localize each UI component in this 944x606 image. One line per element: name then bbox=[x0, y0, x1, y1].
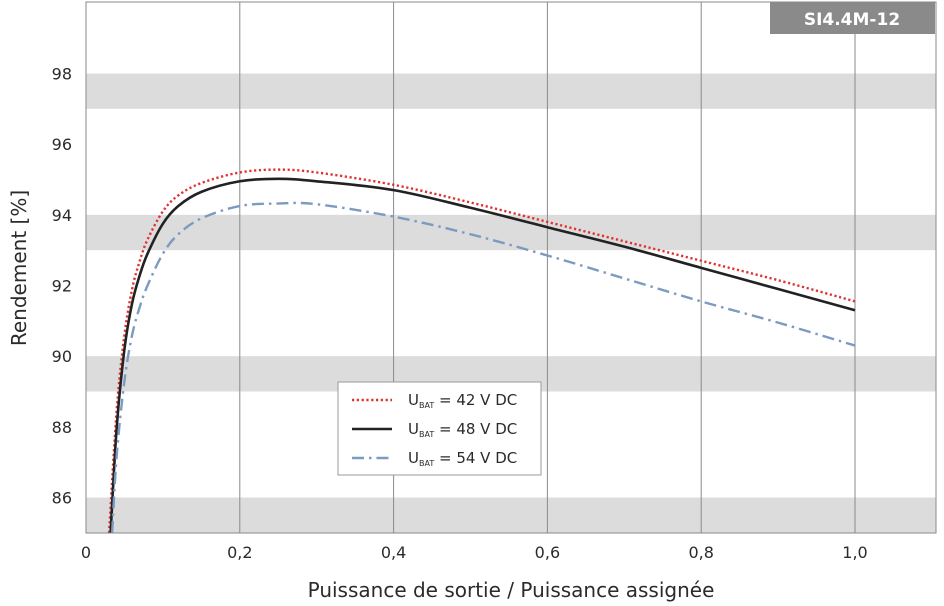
tick-labels: 0 0,2 0,4 0,6 0,8 1,0 86 88 90 92 94 96 98 bbox=[52, 65, 868, 563]
y-tick-label: 94 bbox=[52, 206, 72, 225]
x-tick-label: 1,0 bbox=[842, 543, 867, 562]
x-tick-label: 0,4 bbox=[381, 543, 406, 562]
plot-frame bbox=[85, 1, 937, 534]
y-tick-label: 98 bbox=[52, 65, 72, 84]
legend-label: UBAT = 48 V DC bbox=[408, 420, 517, 439]
series-48v-line bbox=[109, 177, 856, 533]
series-54v-line bbox=[110, 201, 856, 533]
y-tick-label: 88 bbox=[52, 418, 72, 437]
band bbox=[86, 497, 936, 533]
band bbox=[86, 73, 936, 109]
chart-title: SI4.4M-12 bbox=[804, 10, 900, 30]
x-axis-title: Puissance de sortie / Puissance assignée bbox=[308, 578, 715, 602]
x-tick-label: 0,6 bbox=[535, 543, 560, 562]
title-badge-box bbox=[770, 2, 935, 34]
y-axis-title: Rendement [%] bbox=[7, 190, 31, 346]
series-42v-line bbox=[107, 168, 856, 533]
x-tick-label: 0 bbox=[81, 543, 91, 562]
series-layer bbox=[107, 168, 856, 533]
y-tick-label: 92 bbox=[52, 277, 72, 296]
legend-label-suffix: = 48 V DC bbox=[434, 420, 517, 438]
legend-label: UBAT = 54 V DC bbox=[408, 449, 517, 468]
x-tick-label: 0,2 bbox=[227, 543, 252, 562]
legend-label-suffix: = 54 V DC bbox=[434, 449, 517, 467]
y-tick-label: 86 bbox=[52, 489, 72, 508]
legend-label-subscript: BAT bbox=[419, 401, 434, 410]
chart-title-badge: SI4.4M-12 bbox=[770, 2, 935, 34]
horizontal-bands bbox=[86, 73, 936, 533]
legend-label-subscript: BAT bbox=[419, 459, 434, 468]
legend-label-prefix: U bbox=[408, 391, 419, 409]
y-tick-label: 96 bbox=[52, 135, 72, 154]
legend-label-prefix: U bbox=[408, 420, 419, 438]
legend-label-suffix: = 42 V DC bbox=[434, 391, 517, 409]
legend-label-prefix: U bbox=[408, 449, 419, 467]
x-tick-label: 0,8 bbox=[688, 543, 713, 562]
legend-label: UBAT = 42 V DC bbox=[408, 391, 517, 410]
legend-label-subscript: BAT bbox=[419, 430, 434, 439]
y-tick-label: 90 bbox=[52, 347, 72, 366]
